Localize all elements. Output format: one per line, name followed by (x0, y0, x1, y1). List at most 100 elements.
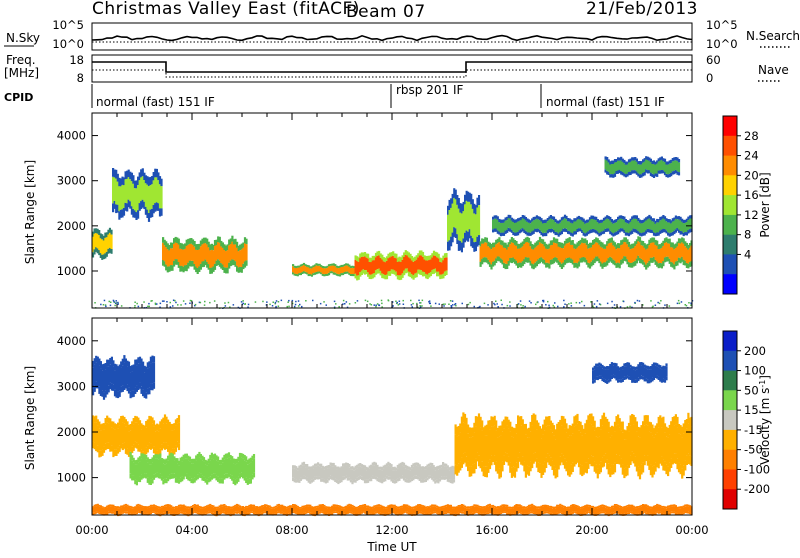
velocity-cell-edge (617, 454, 620, 464)
power-cell (147, 186, 151, 213)
velocity-cell (240, 508, 243, 514)
velocity-cell-edge (234, 458, 237, 465)
velocity-cell-edge (349, 479, 352, 483)
velocity-cell-edge (315, 476, 318, 480)
velocity-cell-edge (402, 462, 406, 467)
velocity-cell-edge (251, 455, 254, 461)
velocity-cell (404, 506, 407, 512)
power-cell-edge (229, 260, 232, 267)
velocity-cell-edge (301, 513, 304, 516)
velocity-cell-edge (679, 425, 682, 435)
velocity-cell (534, 507, 537, 513)
power-cell-edge (320, 265, 323, 267)
velocity-cell-edge (645, 451, 648, 462)
power-cell-edge (384, 257, 387, 263)
velocity-cell-edge (132, 444, 135, 451)
power-cell (673, 249, 676, 265)
velocity-cell-edge (646, 512, 649, 515)
velocity-cell-edge (585, 462, 588, 474)
velocity-cell-edge (627, 504, 631, 507)
velocity-cell (385, 466, 388, 476)
velocity-cell (110, 427, 113, 446)
velocity-cell (117, 428, 120, 448)
velocity-cell-edge (635, 506, 638, 509)
velocity-cell-edge (548, 512, 551, 514)
power-cell (453, 198, 456, 228)
power-cell-edge (596, 256, 599, 262)
power-cell (468, 201, 471, 230)
power-cell-edge (670, 261, 673, 267)
velocity-cell-edge (467, 461, 470, 472)
power-cell-edge (245, 260, 248, 266)
velocity-cell (123, 362, 126, 383)
velocity-cell (626, 365, 629, 376)
velocity-cell-edge (557, 504, 560, 507)
velocity-cell-edge (495, 506, 498, 509)
velocity-cell (343, 508, 346, 514)
velocity-cell-edge (476, 504, 479, 507)
power-speckle (182, 300, 185, 302)
velocity-cell-edge (437, 479, 440, 484)
velocity-cell (557, 506, 560, 512)
power-cell-edge (517, 231, 520, 236)
power-speckle (104, 304, 107, 306)
power-speckle (443, 305, 445, 307)
power-cell-edge (681, 256, 684, 262)
power-cell-edge (309, 274, 312, 276)
velocity-cell-edge (185, 473, 188, 479)
velocity-cell-edge (123, 442, 126, 449)
velocity-cell-edge (371, 506, 374, 509)
velocity-cell (685, 506, 688, 512)
power-speckle (420, 302, 422, 304)
power-cell (670, 223, 673, 233)
power-cell-edge (652, 237, 656, 243)
velocity-cell (556, 434, 559, 467)
velocity-cell (142, 507, 145, 513)
power-cell (473, 213, 476, 243)
power-cell (407, 257, 410, 272)
velocity-cell-edge (687, 453, 690, 464)
velocity-cell-edge (509, 421, 512, 432)
power-speckle (536, 301, 538, 304)
velocity-cell (495, 430, 498, 462)
power-cell (651, 221, 654, 231)
velocity-cell (585, 430, 588, 463)
power-cell (540, 221, 543, 232)
velocity-cell-edge (499, 425, 502, 436)
velocity-cell (373, 507, 376, 513)
velocity-cell-edge (354, 479, 357, 483)
power-cell-edge (92, 252, 95, 258)
power-cell-edge (515, 219, 518, 223)
velocity-cell (449, 506, 452, 513)
power-cell-edge (670, 172, 673, 177)
velocity-cell-edge (667, 466, 670, 477)
velocity-cell-edge (459, 461, 462, 471)
power-cell-edge (567, 218, 570, 222)
power-cell-edge (520, 242, 523, 248)
velocity-cell-edge (306, 511, 309, 514)
power-ylabel: Slant Range [km] (23, 160, 37, 264)
power-cell-edge (609, 161, 612, 165)
velocity-cell (612, 436, 615, 465)
power-cell (659, 248, 662, 263)
velocity-cell (640, 435, 643, 465)
power-cell (403, 257, 406, 271)
power-cell-edge (373, 273, 376, 278)
velocity-cell-edge (429, 512, 432, 515)
velocity-cell-edge (129, 451, 132, 458)
power-cell-edge (163, 239, 166, 246)
velocity-cell-edge (459, 511, 462, 514)
velocity-cell (599, 506, 602, 512)
power-cell-edge (210, 243, 213, 250)
velocity-cell-edge (496, 427, 499, 438)
velocity-cell-edge (121, 505, 124, 507)
velocity-cell (362, 468, 365, 478)
velocity-cell-edge (107, 359, 110, 367)
velocity-cell (124, 505, 127, 512)
power-cell (320, 266, 323, 273)
velocity-cell-edge (654, 374, 657, 378)
velocity-cell-edge (562, 505, 565, 508)
velocity-cell-edge (512, 506, 515, 509)
velocity-cell-edge (221, 511, 224, 514)
velocity-cell (152, 506, 156, 512)
